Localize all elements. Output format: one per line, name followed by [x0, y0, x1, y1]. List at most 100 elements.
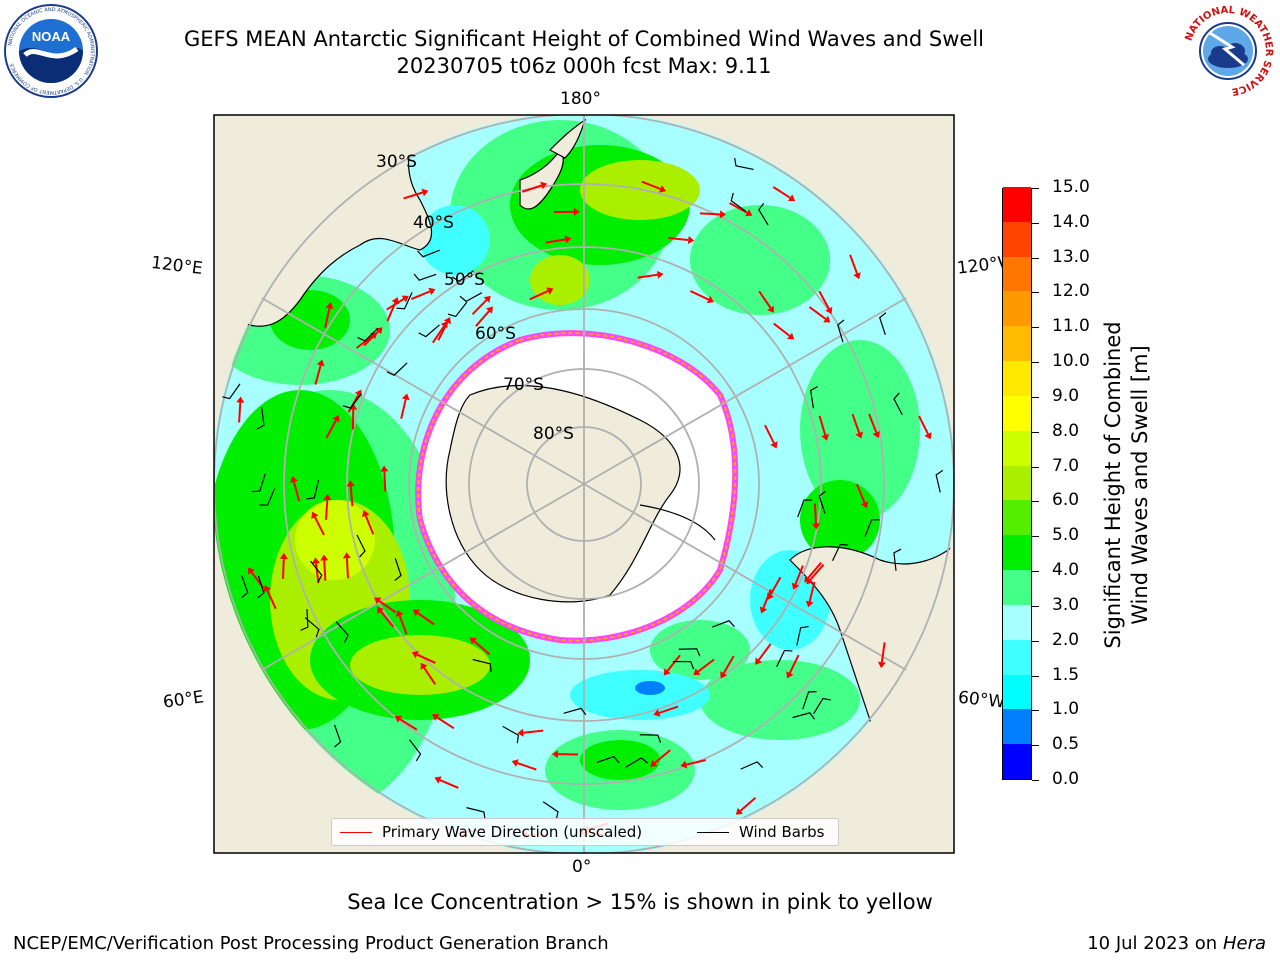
wind-barb [813, 697, 831, 715]
wave-direction-arrow [314, 563, 320, 584]
wave-direction-arrow [355, 335, 374, 349]
wind-barb [472, 658, 492, 672]
colorbar-tick-label: 4.0 [1052, 560, 1080, 580]
wave-direction-arrowhead [767, 305, 774, 313]
date-text: 10 Jul 2023 on Hera [1087, 933, 1266, 954]
wind-barb [802, 691, 817, 710]
wave-direction-arrowhead [380, 465, 389, 472]
wave-direction-arrowhead [401, 295, 409, 303]
wave-direction-arrowhead [787, 332, 795, 340]
wave-direction-arrow [818, 290, 830, 310]
wind-barb [335, 621, 349, 643]
wave-direction-arrowhead [855, 431, 864, 439]
wave-direction-arrow [773, 322, 791, 337]
colorbar-segment [1003, 639, 1031, 675]
wind-barb [418, 324, 440, 338]
wind-barb [241, 575, 249, 599]
wave-direction-arrowhead [745, 209, 753, 217]
noaa-logo: NOAA NATIONAL OCEANIC AND ATMOSPHERIC AD… [4, 4, 98, 98]
wave-direction-arrow [403, 191, 423, 200]
wave-direction-arrowhead [483, 295, 491, 303]
wave-direction-arrowhead [821, 433, 830, 441]
colorbar-tick [1032, 362, 1039, 363]
wind-barb [256, 407, 265, 430]
wave-direction-arrow [410, 290, 431, 300]
wave-direction-arrow [729, 202, 748, 214]
wind-barb [625, 757, 648, 768]
wave-direction-arrow [918, 415, 929, 435]
wind-barbs-legend-line [697, 832, 729, 833]
wave-direction-arrow [416, 653, 436, 664]
host-name: Hera [1222, 933, 1266, 954]
wave-direction-arrowhead [653, 709, 661, 717]
wind-barb [734, 157, 754, 171]
wind-barb [221, 383, 241, 400]
wave-direction-arrowhead [877, 661, 886, 669]
wave-direction-arrowhead [412, 609, 421, 617]
wind-barb [409, 739, 422, 762]
wind-barb [452, 270, 474, 282]
wave-direction-arrow [545, 238, 566, 244]
wind-barb [740, 761, 764, 770]
wind-barb [306, 480, 320, 500]
wave-direction-arrow [423, 667, 437, 685]
wind-barb [796, 625, 809, 646]
wind-barb [394, 558, 402, 582]
colorbar-tick-label: 10.0 [1052, 351, 1090, 371]
wave-direction-arrowhead [428, 287, 436, 296]
wind-barb [502, 725, 520, 744]
colorbar-segment [1003, 604, 1031, 640]
wave-direction-arrowhead [755, 657, 763, 665]
colorbar-tick [1032, 397, 1039, 398]
wind-barb [342, 393, 362, 409]
wave-direction-arrowhead [316, 359, 325, 367]
wave-direction-arrow [813, 503, 817, 524]
wind-barb [257, 575, 265, 599]
wind-barb [935, 469, 944, 493]
wind-barb [459, 292, 483, 303]
lat-label-40s: 40°S [413, 213, 454, 233]
sea-ice-note: Sea Ice Concentration > 15% is shown in … [347, 890, 933, 914]
wave-direction-arrowhead [248, 567, 255, 575]
wave-direction-arrow [762, 588, 772, 609]
wave-direction-arrowhead [346, 480, 355, 487]
wind-barbs-legend-label: Wind Barbs [739, 823, 825, 841]
wave-direction-arrowhead [872, 431, 881, 439]
wind-barb [672, 660, 695, 670]
colorbar-tick-label: 8.0 [1052, 421, 1080, 441]
map-legend: Primary Wave Direction (unscaled) Wind B… [331, 818, 839, 846]
wave-direction-arrow [868, 413, 878, 433]
colorbar-tick-label: 11.0 [1052, 316, 1090, 336]
wave-direction-arrowhead [719, 210, 727, 219]
wind-barb [417, 249, 440, 258]
wind-barb [413, 273, 437, 281]
lat-label-80s: 80°S [533, 424, 574, 444]
new-zealand-land [519, 148, 564, 210]
wave-direction-arrow [436, 716, 455, 730]
wave-direction-arrowhead [791, 582, 800, 590]
wave-direction-arrowhead [924, 432, 932, 440]
wind-barbs [221, 157, 944, 820]
colorbar-tick [1032, 327, 1039, 328]
wave-direction-arrow [523, 729, 544, 734]
wind-barb [356, 534, 366, 558]
lat-label-30s: 30°S [376, 152, 417, 172]
wave-direction-arrowhead [311, 511, 319, 519]
wave-direction-arrow [849, 254, 858, 274]
wave-direction-arrow [851, 413, 861, 434]
wave-direction-arrow [757, 643, 772, 661]
wave-direction-arrow [345, 558, 349, 579]
wave-direction-arrowhead [323, 493, 332, 501]
wave-direction-arrowhead [735, 807, 743, 815]
wind-barb [466, 807, 486, 820]
colorbar-tick [1032, 501, 1039, 502]
wave-direction-arrowhead [332, 415, 340, 423]
colorbar-tick-label: 2.0 [1052, 630, 1080, 650]
colorbar-tick-label: 9.0 [1052, 386, 1080, 406]
wave-direction-arrowhead [469, 637, 477, 645]
colorbar-segment [1003, 360, 1031, 396]
colorbar-tick-label: 0.0 [1052, 769, 1080, 789]
colorbar-segment [1003, 291, 1031, 327]
colorbar [1002, 186, 1032, 780]
wave-direction-arrow [325, 419, 337, 439]
